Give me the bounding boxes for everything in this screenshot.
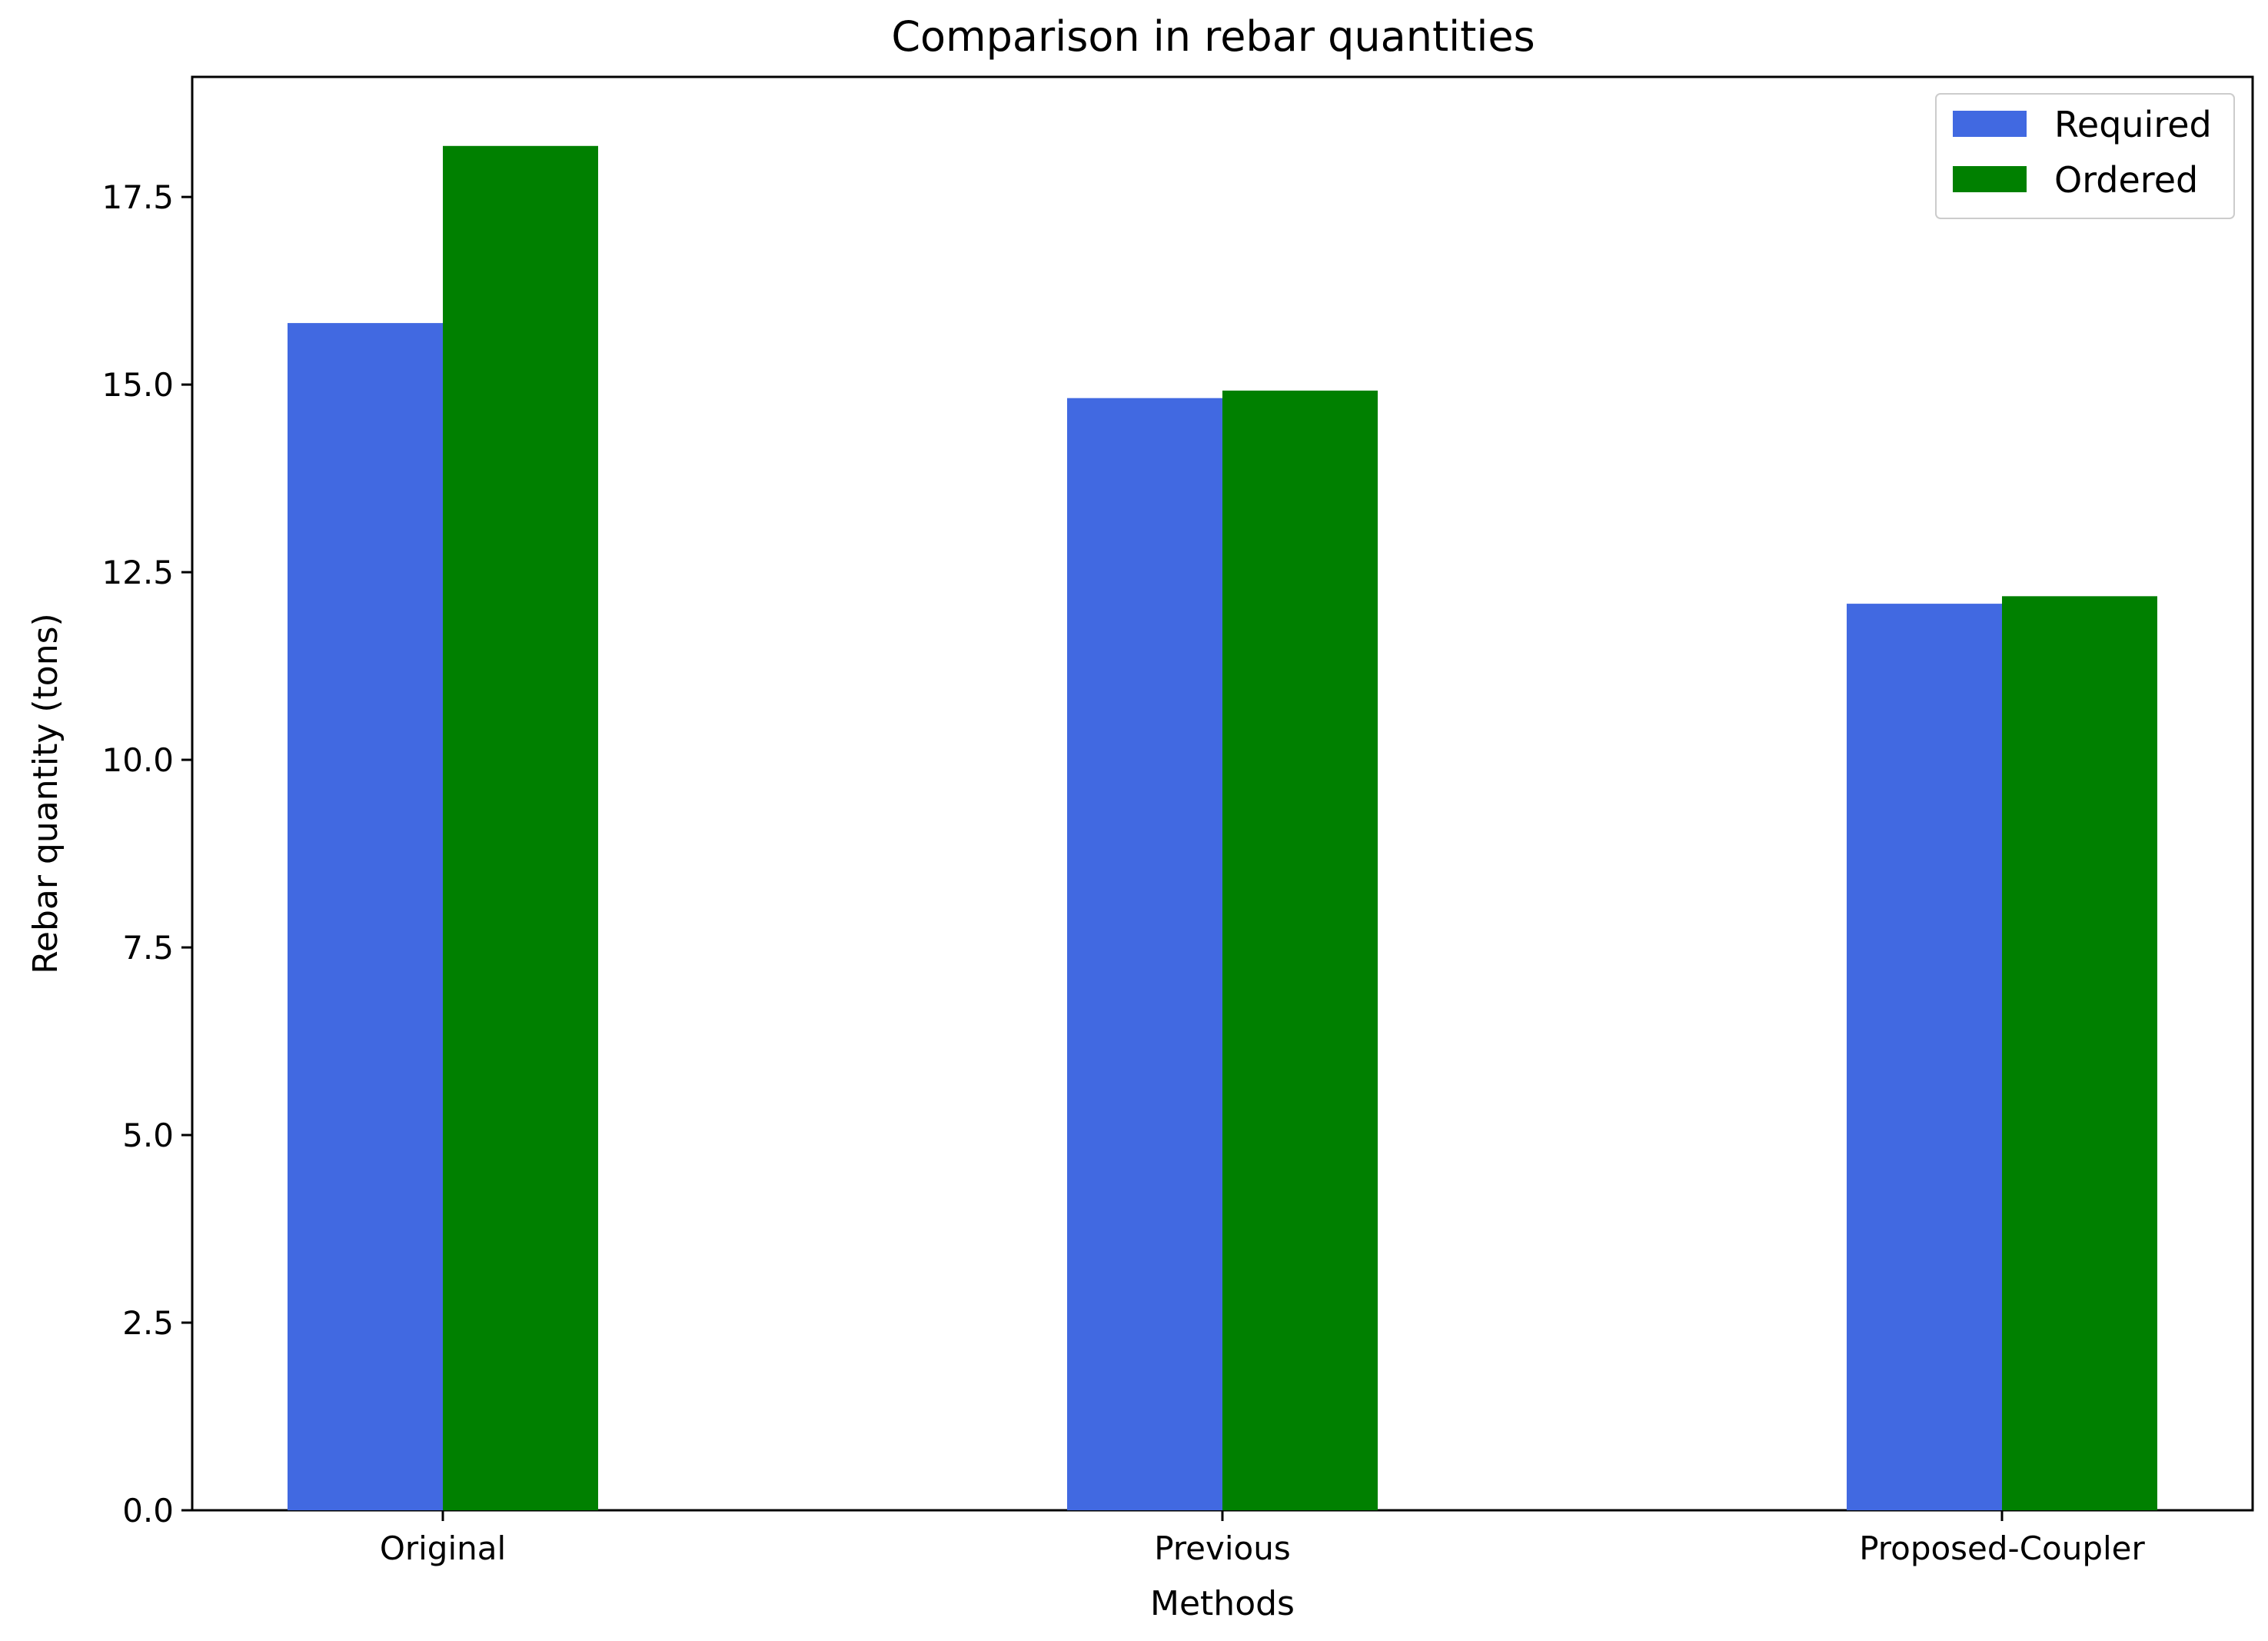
y-tick-label: 17.5 bbox=[101, 178, 174, 216]
x-tick-label: Proposed-Coupler bbox=[1859, 1529, 2145, 1567]
legend: Required Ordered bbox=[1935, 93, 2235, 219]
y-tick-label: 15.0 bbox=[101, 366, 174, 404]
x-axis-label: Methods bbox=[1150, 1584, 1295, 1623]
bar-required-original bbox=[288, 323, 443, 1510]
bar-required-previous bbox=[1067, 398, 1222, 1510]
bars bbox=[288, 145, 2157, 1511]
y-tick-label: 2.5 bbox=[122, 1304, 174, 1342]
bar-ordered-previous bbox=[1222, 390, 1378, 1510]
y-tick-label: 5.0 bbox=[122, 1117, 174, 1154]
y-axis-label: Rebar quantity (tons) bbox=[26, 613, 65, 974]
y-tick-label: 12.5 bbox=[101, 554, 174, 591]
chart-title: Comparison in rebar quantities bbox=[891, 12, 1535, 61]
y-tick-label: 7.5 bbox=[122, 929, 174, 967]
legend-label-required: Required bbox=[2054, 104, 2212, 145]
x-tick-label: Original bbox=[380, 1529, 506, 1567]
legend-swatch-required bbox=[1953, 111, 2027, 137]
legend-label-ordered: Ordered bbox=[2054, 159, 2198, 201]
bar-ordered-proposed-coupler bbox=[2002, 596, 2157, 1511]
y-tick-label: 10.0 bbox=[101, 741, 174, 779]
legend-swatch-ordered bbox=[1953, 166, 2027, 192]
y-tick-label: 0.0 bbox=[122, 1492, 174, 1529]
y-axis: 0.0 2.5 5.0 7.5 10.0 12.5 15.0 17.5 bbox=[101, 178, 192, 1529]
bar-ordered-original bbox=[443, 145, 598, 1510]
x-axis: Original Previous Proposed-Coupler bbox=[380, 1510, 2146, 1567]
x-tick-label: Previous bbox=[1154, 1529, 1291, 1567]
bar-required-proposed-coupler bbox=[1847, 604, 2002, 1510]
